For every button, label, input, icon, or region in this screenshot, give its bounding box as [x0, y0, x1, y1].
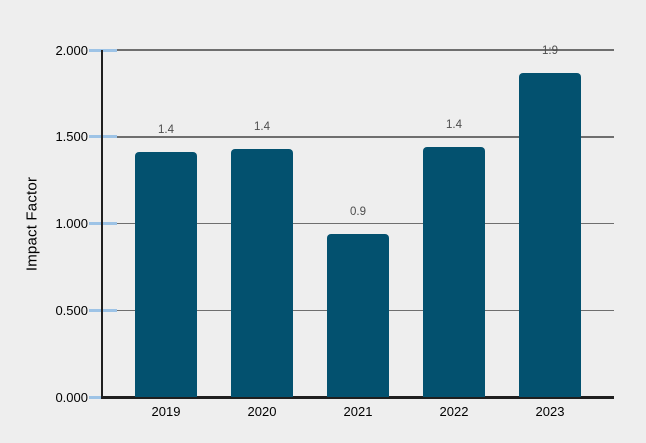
y-axis-tick [89, 135, 117, 139]
x-axis-tick-label: 2019 [151, 404, 181, 419]
y-axis-tick [89, 48, 117, 52]
bar-2021 [327, 233, 389, 397]
x-axis-tick-label: 2023 [535, 404, 565, 419]
y-axis-tick-label: 2.000 [55, 42, 88, 58]
bar-2022 [423, 147, 485, 397]
gridline [103, 222, 614, 225]
gridline [103, 136, 614, 138]
bar-2020 [231, 148, 293, 397]
y-axis-line [101, 50, 103, 399]
y-axis-tick-label: 1.500 [55, 129, 88, 145]
bar-value-label: 1.4 [446, 119, 462, 132]
gridline [103, 49, 614, 51]
bar-value-label: 1.4 [158, 124, 174, 137]
x-axis-tick-label: 2021 [343, 404, 373, 419]
y-axis-tick-label: 0.000 [55, 389, 88, 405]
bar-2023 [519, 72, 581, 397]
bar-2019 [135, 152, 197, 397]
x-axis-tick-label: 2020 [247, 404, 277, 419]
y-axis-tick [89, 308, 117, 312]
y-axis-tick [89, 222, 117, 225]
x-axis-tick-label: 2022 [439, 404, 469, 419]
y-axis-tick-label: 1.000 [55, 216, 88, 231]
x-axis-line [103, 396, 614, 399]
bar-value-label: 1:9 [542, 44, 558, 57]
y-axis-tick-label: 0.500 [55, 302, 88, 318]
bar-value-label: 1.4 [254, 120, 270, 133]
bar-value-label: 0.9 [350, 205, 366, 218]
